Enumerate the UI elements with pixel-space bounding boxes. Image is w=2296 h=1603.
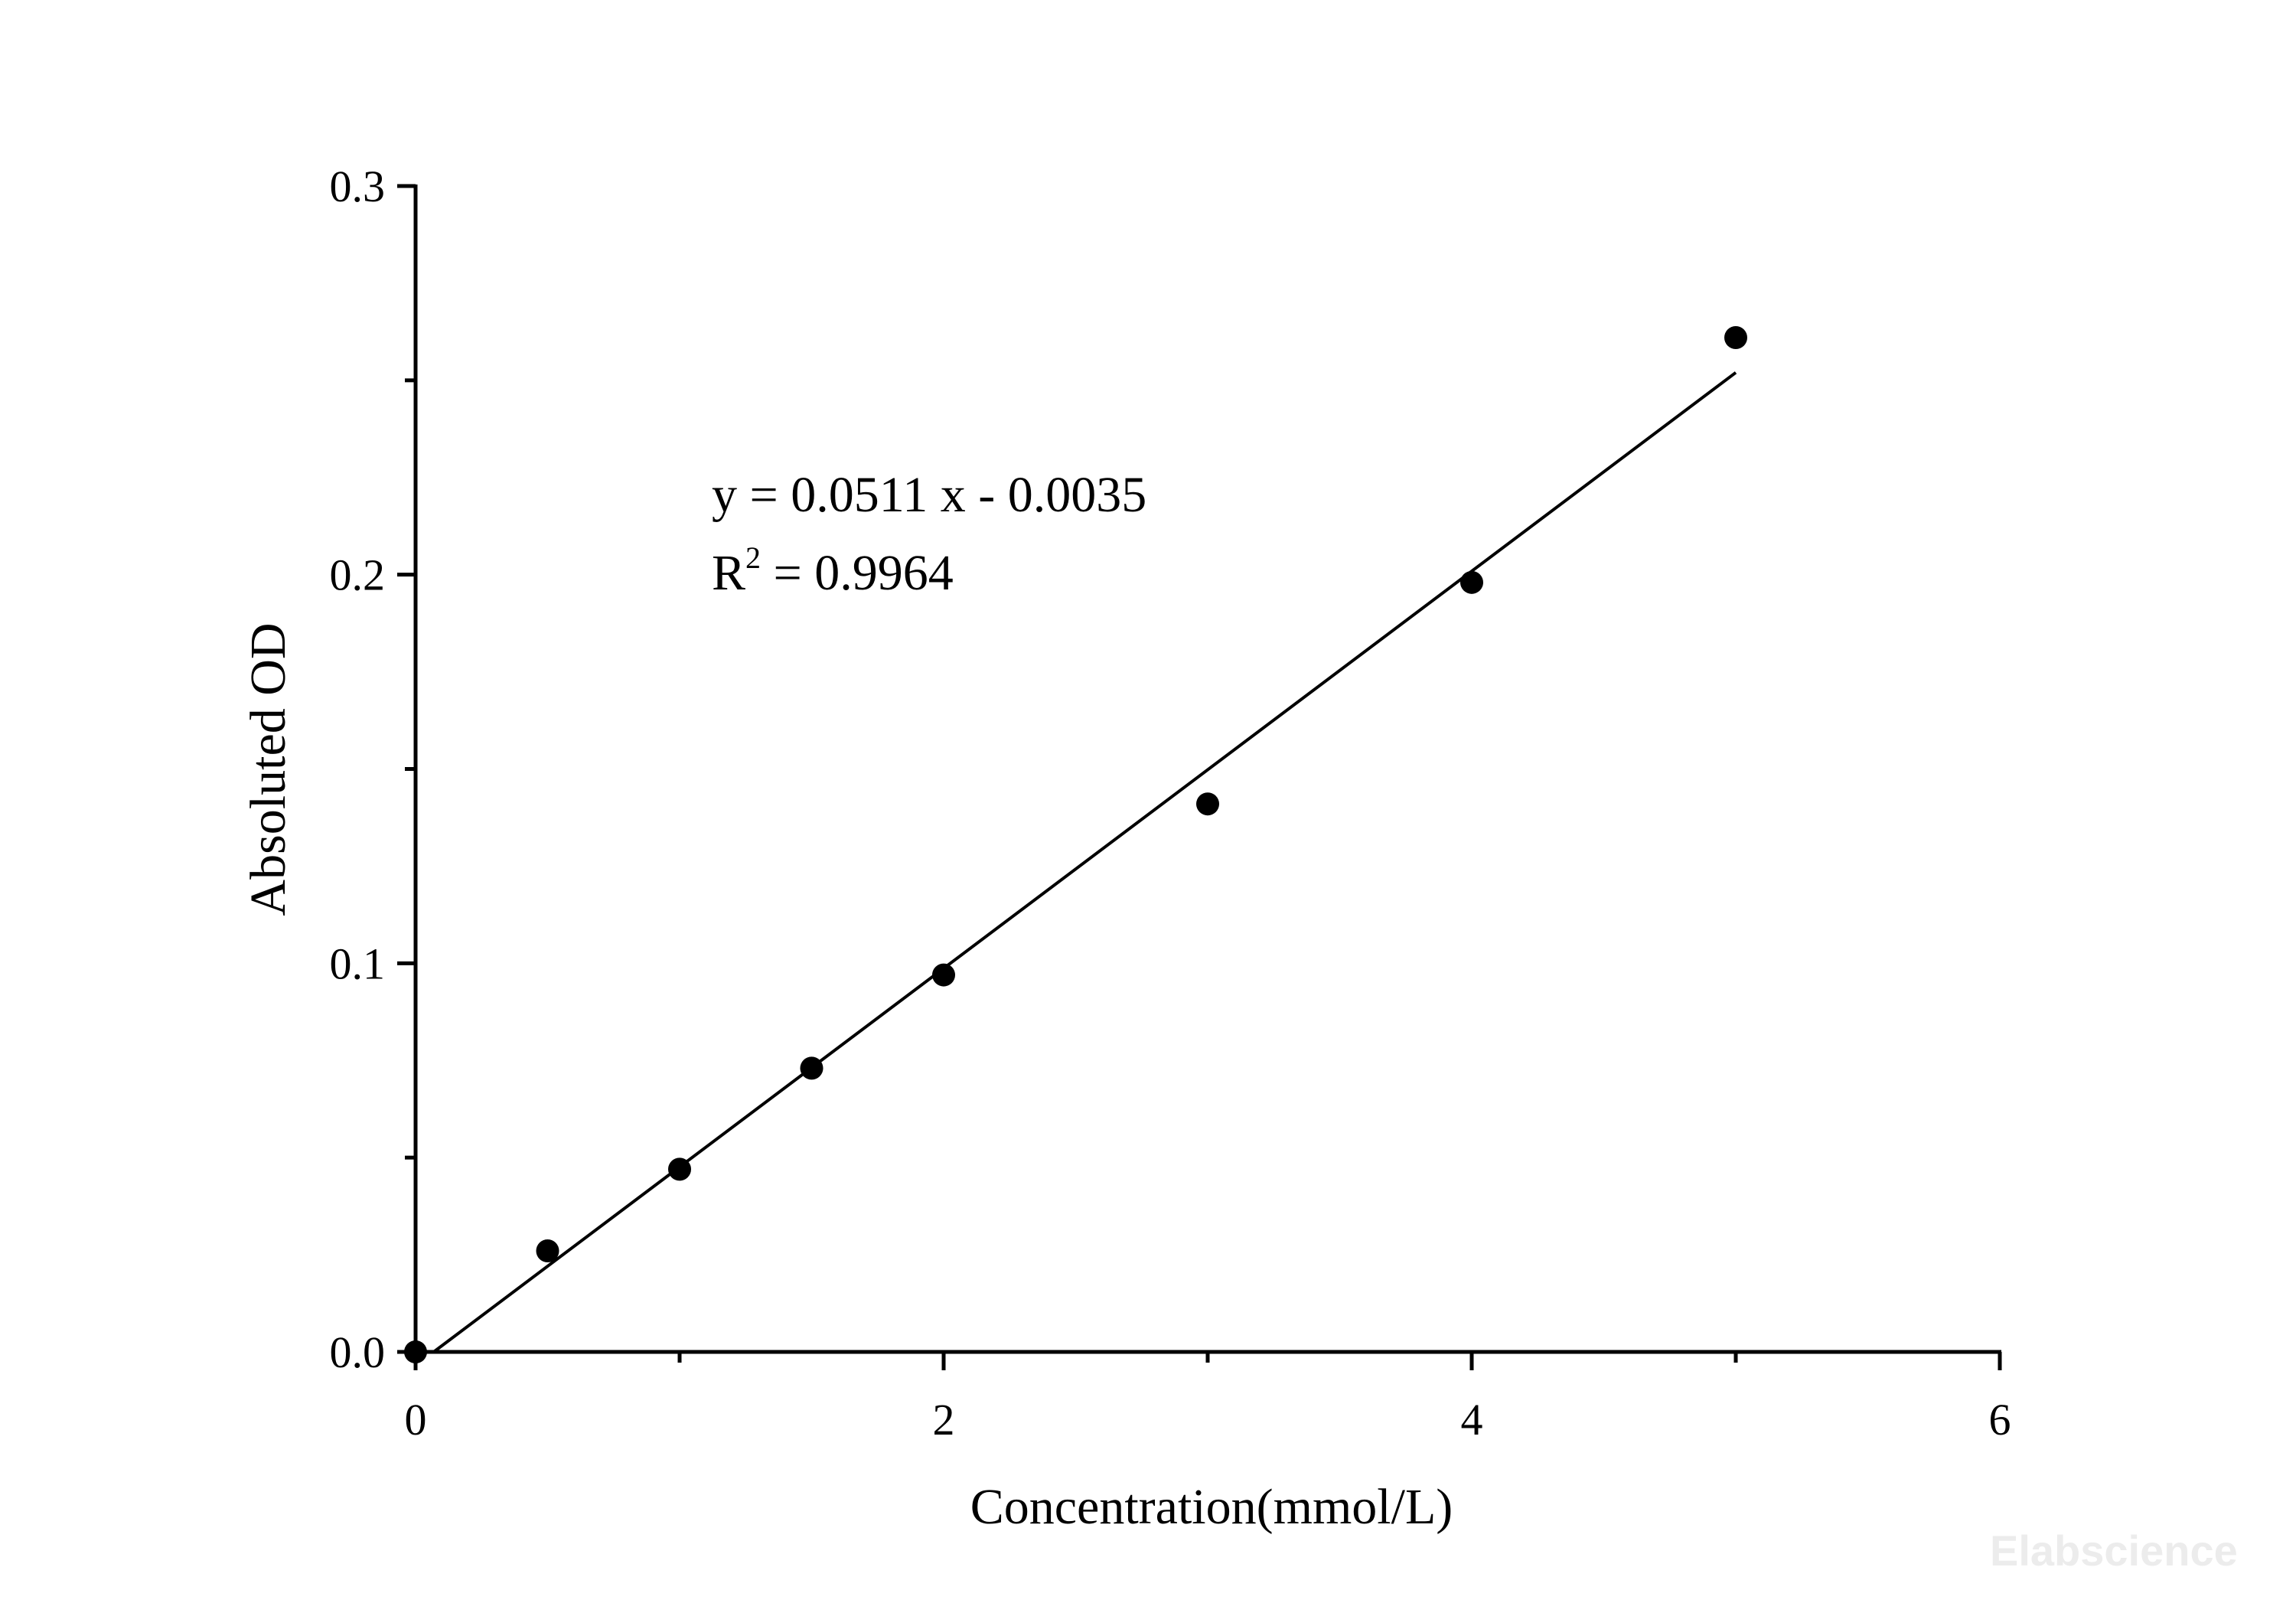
- r-squared-prefix: R: [712, 545, 745, 601]
- y-tick-label: 0.0: [330, 1327, 386, 1377]
- y-tick-label: 0.3: [330, 162, 386, 211]
- data-point: [1460, 570, 1483, 594]
- data-point: [932, 963, 955, 987]
- watermark-logo: Elabscience: [1990, 1526, 2238, 1575]
- equation-text: y = 0.0511 x - 0.0035: [712, 467, 1146, 523]
- data-point: [404, 1340, 427, 1363]
- data-point: [536, 1239, 559, 1263]
- data-point: [1724, 325, 1747, 349]
- data-point: [800, 1056, 823, 1080]
- x-tick-label: 0: [405, 1395, 427, 1445]
- y-ticks: 0.0 0.1 0.2 0.3: [330, 162, 416, 1377]
- data-points: [404, 325, 1747, 1363]
- y-tick-label: 0.1: [330, 939, 386, 988]
- data-point: [1196, 792, 1219, 816]
- y-axis-title: Absoluted OD: [240, 622, 296, 916]
- r-squared-superscript: 2: [745, 540, 761, 575]
- x-ticks: 0 2 4 6: [405, 1352, 2011, 1445]
- x-tick-label: 6: [1989, 1395, 2011, 1445]
- x-tick-label: 4: [1461, 1395, 1483, 1445]
- r-squared-text: R2 = 0.9964: [712, 540, 954, 601]
- regression-line: [432, 371, 1737, 1353]
- x-tick-label: 2: [933, 1395, 955, 1445]
- y-tick-label: 0.2: [330, 550, 386, 600]
- r-squared-value: = 0.9964: [761, 545, 954, 601]
- x-axis-title: Concentration(mmol/L): [970, 1479, 1453, 1535]
- data-point: [668, 1157, 691, 1181]
